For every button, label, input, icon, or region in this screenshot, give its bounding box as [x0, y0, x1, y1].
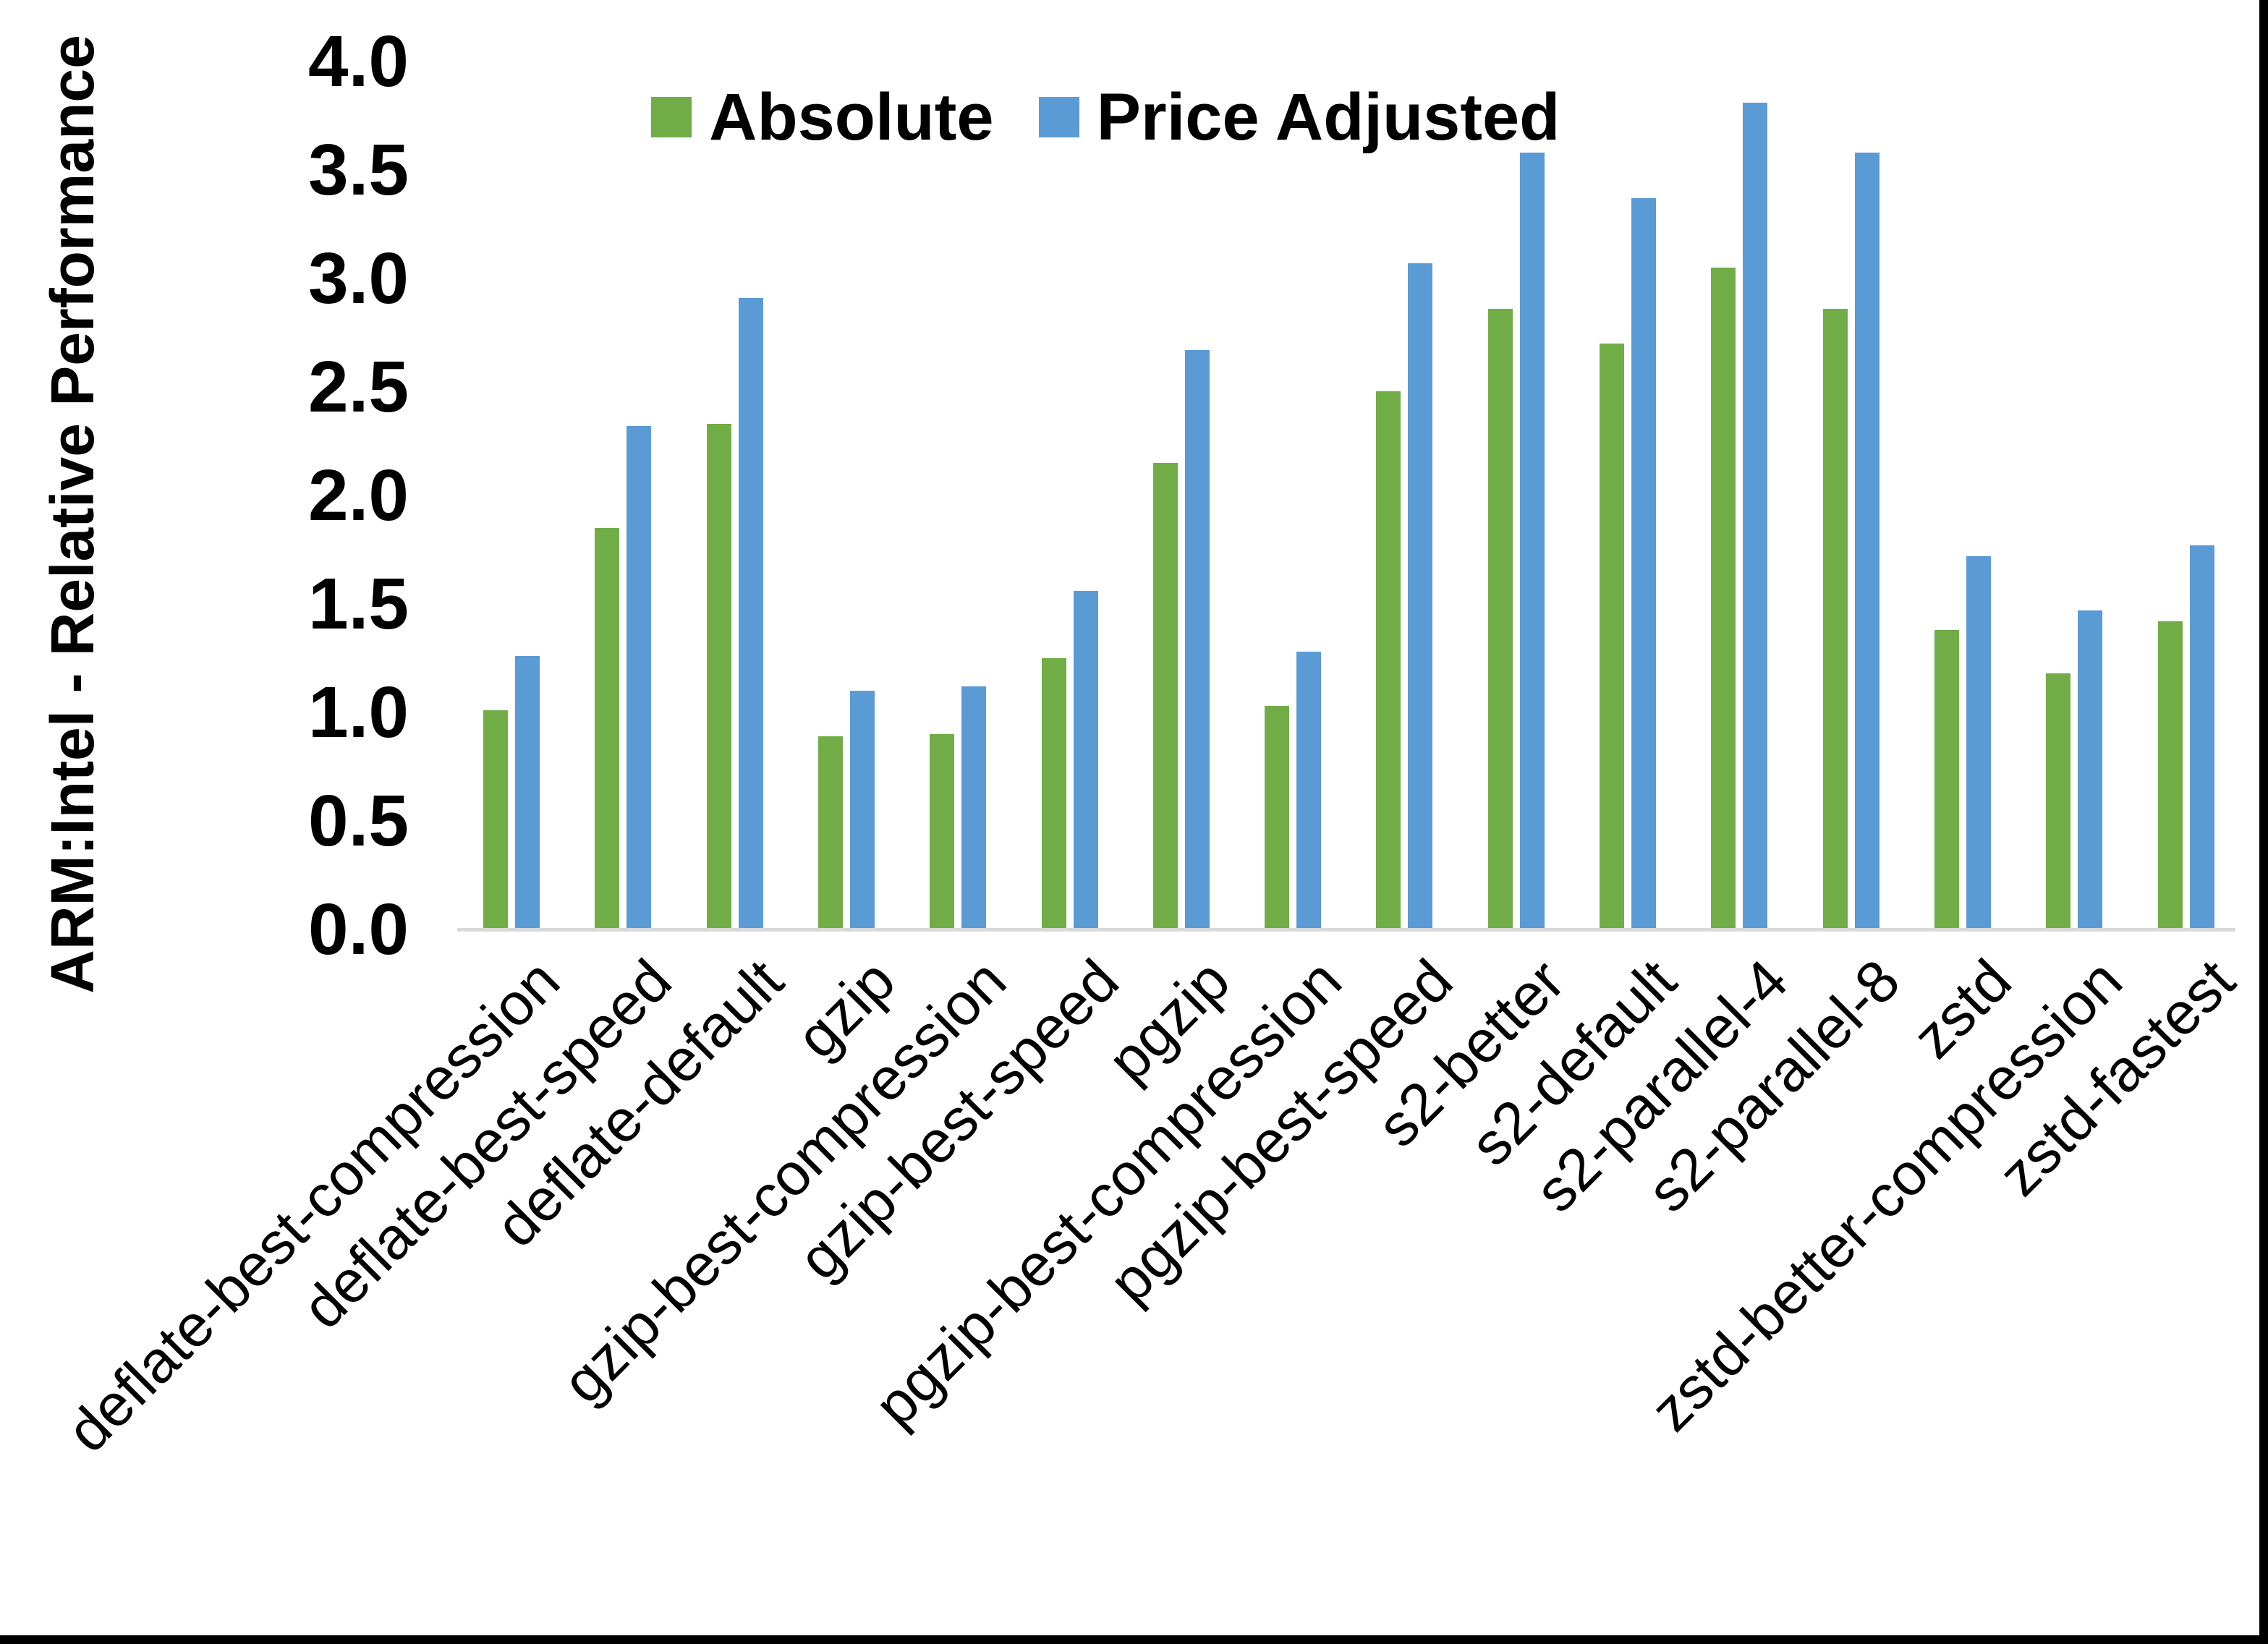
bar-price-adjusted	[1743, 103, 1767, 929]
y-tick-label: 4.0	[307, 21, 409, 102]
bar-absolute	[818, 736, 843, 929]
legend-item-absolute: Absolute	[651, 84, 994, 150]
bar-absolute	[483, 710, 508, 929]
y-tick-label: 1.0	[307, 672, 409, 753]
bar-price-adjusted	[1966, 556, 1991, 929]
bar-price-adjusted	[1296, 652, 1321, 929]
bar-absolute	[1711, 268, 1736, 929]
bar-absolute	[2158, 621, 2183, 929]
y-tick-label: 1.5	[307, 563, 409, 644]
bar-price-adjusted	[961, 686, 986, 929]
bar-absolute	[1376, 391, 1401, 929]
y-tick-label: 2.5	[307, 346, 409, 427]
legend-swatch-absolute	[651, 97, 692, 137]
legend-item-price-adjusted: Price Adjusted	[1038, 80, 1560, 154]
bar-price-adjusted	[1185, 350, 1210, 929]
bar-absolute	[1600, 344, 1624, 929]
bar-absolute	[1934, 630, 1959, 929]
bar-price-adjusted	[1631, 198, 1656, 929]
legend: Absolute Price Adjusted	[651, 77, 1560, 158]
bar-price-adjusted	[515, 656, 540, 929]
bar-absolute	[1823, 309, 1848, 929]
y-tick-label: 0.5	[307, 780, 409, 861]
bar-price-adjusted	[1520, 153, 1545, 929]
bar-price-adjusted	[1855, 153, 1880, 929]
bar-price-adjusted	[627, 426, 651, 929]
bar-price-adjusted	[1408, 263, 1432, 929]
screen-edge-bottom	[0, 1635, 2268, 1644]
legend-label-absolute: Absolute	[709, 80, 994, 154]
legend-label-price-adjusted: Price Adjusted	[1096, 80, 1560, 154]
y-tick-label: 0.0	[307, 889, 409, 970]
bar-absolute	[707, 424, 731, 929]
bar-absolute	[930, 734, 954, 929]
bar-price-adjusted	[2078, 610, 2102, 929]
bar-absolute	[1153, 463, 1178, 929]
y-axis-title: ARM:Intel - Relative Performance	[38, 35, 106, 994]
bar-price-adjusted	[2190, 545, 2214, 929]
x-axis-line	[457, 928, 2235, 932]
bar-absolute	[595, 528, 619, 929]
y-tick-label: 2.0	[307, 455, 409, 536]
legend-swatch-price-adjusted	[1038, 97, 1079, 137]
y-tick-label: 3.0	[307, 238, 409, 319]
bar-price-adjusted	[1074, 591, 1098, 929]
screen-edge-right	[2259, 0, 2268, 1644]
bar-absolute	[1265, 706, 1289, 929]
bar-price-adjusted	[739, 298, 763, 929]
bar-absolute	[1488, 309, 1513, 929]
y-tick-label: 3.5	[307, 129, 409, 210]
bar-absolute	[2046, 673, 2070, 929]
bar-absolute	[1042, 658, 1066, 929]
bar-price-adjusted	[850, 691, 875, 929]
